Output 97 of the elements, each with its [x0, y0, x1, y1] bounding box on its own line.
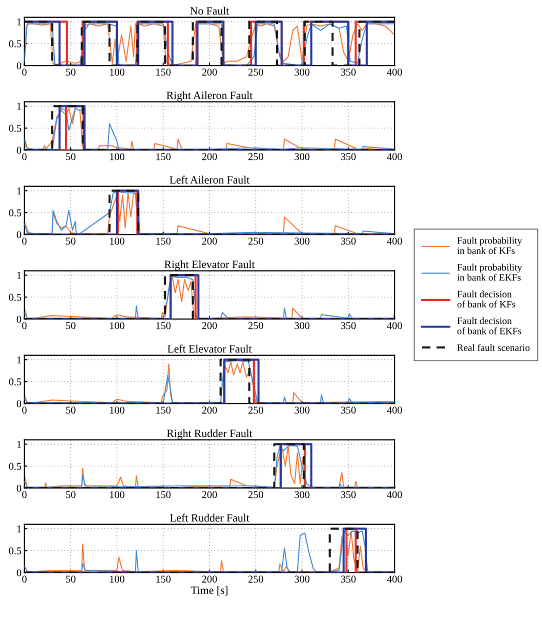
x-tick-label: 150 [156, 238, 171, 245]
x-tick-label: 350 [340, 491, 356, 498]
x-axis-title: Time [s] [190, 586, 228, 596]
legend-label: Fault decision of bank of KFs [457, 290, 516, 308]
x-tick-label: 100 [110, 153, 124, 160]
x-tick-label: 250 [248, 68, 264, 76]
x-tick-label: 400 [386, 153, 402, 160]
x-tick-label: 150 [156, 322, 171, 330]
x-tick-label: 50 [66, 68, 76, 76]
chart-title: Left Elevator Fault [168, 344, 252, 353]
y-tick-label: 0.5 [8, 124, 22, 132]
x-tick-label: 350 [340, 68, 356, 76]
x-tick-label: 0 [22, 491, 27, 498]
x-tick-label: 50 [66, 322, 76, 330]
x-tick-label: 100 [110, 322, 124, 330]
x-tick-label: 150 [156, 68, 171, 76]
x-tick-label: 50 [66, 576, 76, 583]
chart-title: Left Rudder Fault [170, 514, 250, 522]
x-tick-label: 400 [386, 406, 402, 414]
x-tick-label: 250 [248, 576, 264, 583]
y-tick-label: 1 [17, 18, 21, 26]
x-tick-label: 300 [294, 238, 310, 245]
x-tick-label: 250 [248, 491, 264, 498]
legend-label: Fault decision of bank of EKFs [457, 317, 522, 334]
y-tick-label: 1 [17, 272, 21, 279]
x-tick-label: 0 [22, 576, 27, 583]
legend-label: Real fault scenario [457, 344, 530, 351]
x-tick-label: 300 [294, 322, 310, 330]
x-tick-label: 200 [202, 322, 217, 330]
chart-title: Right Elevator Fault [164, 260, 255, 270]
y-tick-label: 0.5 [8, 462, 22, 470]
x-tick-label: 50 [66, 491, 76, 498]
y-tick-label: 0.5 [8, 40, 22, 48]
x-tick-label: 150 [156, 406, 171, 414]
x-tick-label: 300 [294, 406, 310, 414]
chart-title: Left Aileron Fault [170, 176, 250, 184]
x-tick-label: 100 [110, 238, 124, 245]
y-tick-label: 0 [16, 484, 22, 492]
x-tick-label: 350 [340, 153, 356, 160]
y-tick-label: 0 [16, 146, 22, 154]
y-tick-label: 1 [17, 440, 21, 448]
x-tick-label: 50 [66, 153, 76, 160]
x-tick-label: 100 [110, 406, 124, 414]
x-tick-label: 50 [66, 406, 76, 414]
x-tick-label: 400 [386, 576, 402, 583]
x-tick-label: 150 [156, 576, 171, 583]
x-tick-label: 400 [386, 68, 402, 76]
y-tick-label: 0.5 [8, 294, 22, 301]
x-tick-label: 100 [110, 491, 124, 498]
x-tick-label: 200 [202, 576, 217, 583]
y-tick-label: 0 [16, 400, 22, 408]
x-tick-label: 100 [110, 68, 124, 76]
y-tick-label: 1 [17, 525, 21, 532]
x-tick-label: 300 [294, 491, 310, 498]
x-tick-label: 350 [340, 238, 356, 245]
x-tick-label: 0 [22, 153, 27, 160]
x-tick-label: 250 [248, 153, 264, 160]
y-tick-label: 1 [17, 102, 21, 110]
legend-label: Fault probability in bank of KFs [457, 236, 522, 254]
chart-title: Right Rudder Fault [166, 429, 252, 440]
x-tick-label: 350 [340, 406, 356, 414]
x-tick-label: 400 [386, 238, 402, 245]
x-tick-label: 250 [248, 238, 264, 245]
x-tick-label: 250 [248, 322, 264, 330]
x-tick-label: 0 [22, 322, 27, 330]
y-tick-label: 0 [16, 316, 22, 323]
x-tick-label: 300 [294, 153, 310, 160]
y-tick-label: 0.5 [8, 547, 22, 554]
x-tick-label: 200 [202, 406, 217, 414]
x-tick-label: 0 [22, 68, 27, 76]
x-tick-label: 0 [22, 406, 27, 414]
x-tick-label: 50 [66, 238, 76, 245]
x-tick-label: 150 [156, 491, 171, 498]
x-tick-label: 150 [156, 153, 171, 160]
chart-title: Right Aileron Fault [166, 91, 253, 102]
y-tick-label: 0 [16, 62, 22, 70]
x-tick-label: 350 [340, 322, 356, 330]
y-tick-label: 1 [17, 187, 21, 194]
x-tick-label: 200 [202, 238, 217, 245]
y-tick-label: 0 [16, 231, 22, 238]
y-tick-label: 0.5 [8, 378, 22, 386]
y-tick-label: 0 [16, 569, 22, 576]
x-tick-label: 400 [386, 322, 402, 330]
legend-label: Fault probability in bank of EKFs [457, 264, 522, 281]
x-tick-label: 200 [202, 491, 217, 498]
x-tick-label: 300 [294, 68, 310, 76]
x-tick-label: 200 [202, 68, 217, 76]
x-tick-label: 350 [340, 576, 356, 583]
x-tick-label: 100 [110, 576, 124, 583]
x-tick-label: 200 [202, 153, 217, 160]
x-tick-label: 300 [294, 576, 310, 583]
chart-title: No Fault [190, 6, 230, 15]
x-tick-label: 400 [386, 491, 402, 498]
x-tick-label: 250 [248, 406, 264, 414]
x-tick-label: 0 [22, 238, 27, 245]
y-tick-label: 0.5 [8, 209, 22, 216]
y-tick-label: 1 [17, 356, 21, 364]
